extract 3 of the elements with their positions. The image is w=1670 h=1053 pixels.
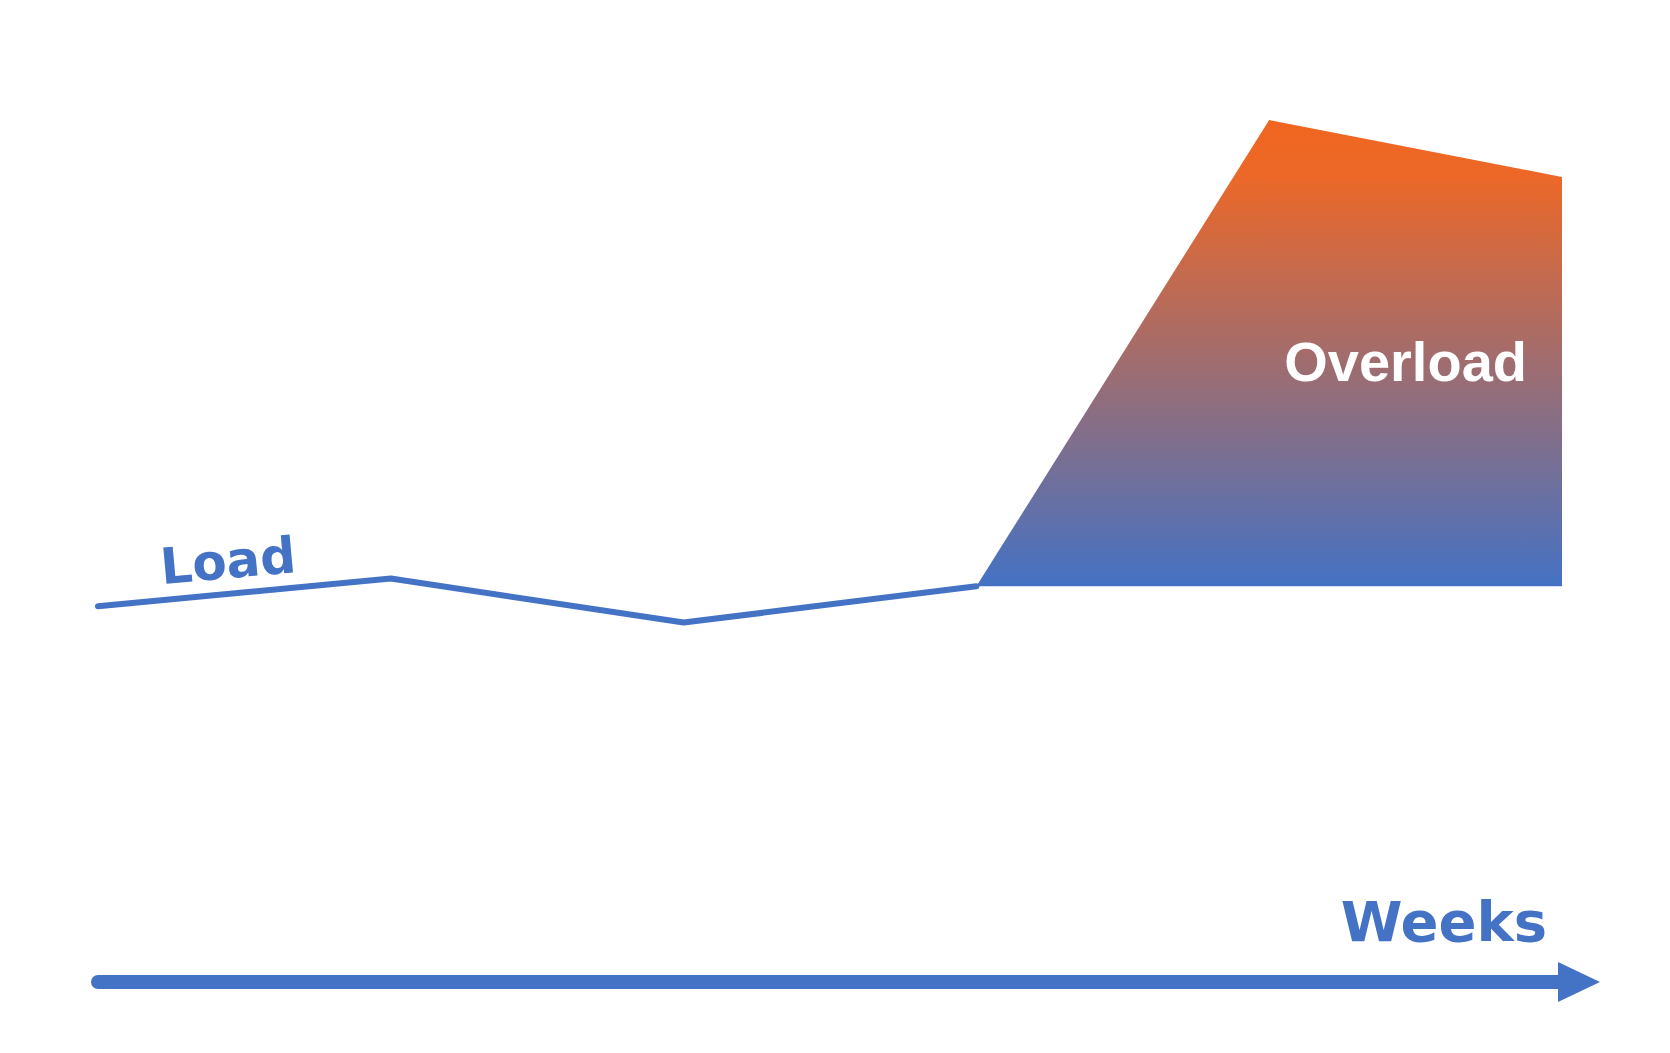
x-axis-title: Weeks <box>1340 888 1547 954</box>
text: Load <box>157 526 299 597</box>
series-label: Overload <box>1284 330 1527 394</box>
